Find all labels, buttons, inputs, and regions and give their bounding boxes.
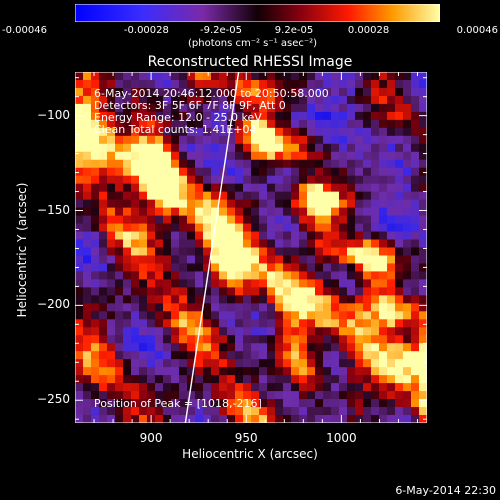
colorbar-tick-label: -9.2e-05	[200, 25, 242, 36]
x-axis-label: Heliocentric X (arcsec)	[182, 447, 318, 461]
y-axis-label: Heliocentric Y (arcsec)	[15, 182, 29, 318]
colorbar-tick-label: -0.00046	[2, 25, 47, 36]
colorbar	[75, 4, 440, 22]
chart-title: Reconstructed RHESSI Image	[147, 54, 353, 70]
solar-limb-line	[184, 72, 240, 423]
y-tick-label: −100	[37, 107, 70, 122]
plot-timestamp: 6-May-2014 22:30	[395, 484, 496, 497]
annotation-detectors: Detectors: 3F 5F 6F 7F 8F 9F, Att 0	[94, 99, 286, 112]
y-tick-label: −200	[37, 297, 70, 312]
annotation-time-range: 6-May-2014 20:46:12.000 to 20:50:58.000	[94, 87, 329, 100]
x-tick-label: 1000	[326, 431, 357, 445]
peak-position-label: Position of Peak = [1018,-216]	[94, 397, 262, 410]
y-tick-label: −150	[37, 202, 70, 217]
y-tick-label: −250	[37, 392, 70, 407]
x-tick-label: 950	[234, 431, 258, 445]
annotation-clean-counts: Clean Total counts: 1.41E+04	[94, 123, 257, 136]
x-tick-label: 900	[139, 431, 163, 445]
colorbar-tick-label: -0.00028	[123, 25, 169, 36]
heatmap-plot	[75, 72, 427, 423]
colorbar-tick-label: 9.2e-05	[274, 25, 314, 36]
colorbar-units: (photons cm⁻² s⁻¹ asec⁻²)	[188, 38, 318, 49]
colorbar-tick-label: 0.00028	[347, 25, 390, 36]
annotation-energy-range: Energy Range: 12.0 - 25.0 keV	[94, 111, 262, 124]
colorbar-tick-label: 0.00046	[456, 25, 498, 36]
